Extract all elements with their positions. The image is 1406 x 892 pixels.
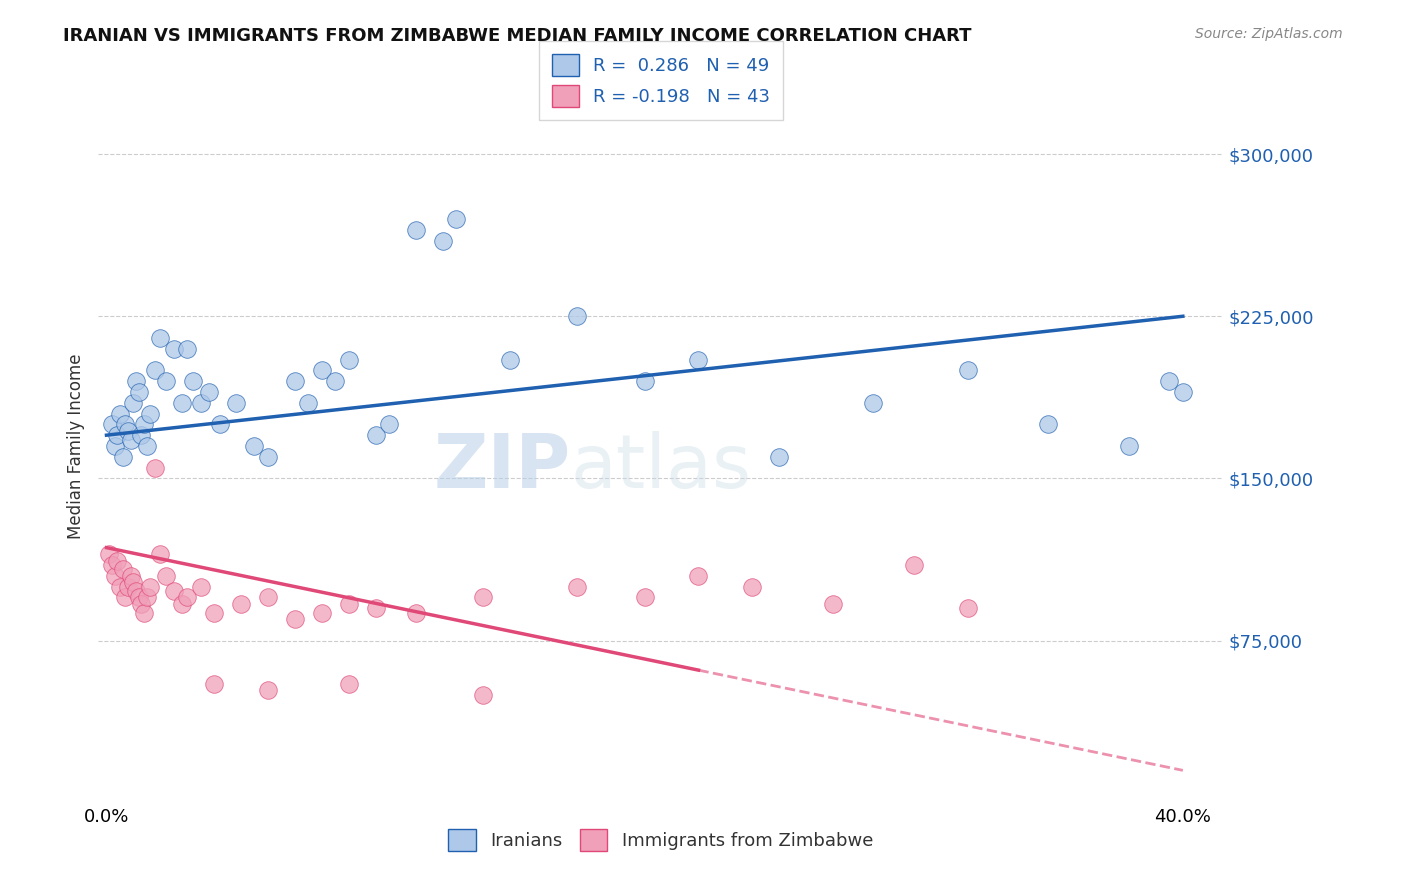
- Point: [101, 558, 124, 572]
- Point: [114, 417, 136, 432]
- Point: [567, 310, 589, 324]
- Point: [741, 580, 763, 594]
- Point: [567, 580, 589, 594]
- Point: [134, 606, 156, 620]
- Point: [337, 352, 360, 367]
- Point: [257, 683, 280, 698]
- Point: [122, 396, 145, 410]
- Point: [128, 384, 150, 399]
- Point: [135, 439, 157, 453]
- Point: [134, 417, 156, 432]
- Point: [125, 583, 148, 598]
- Point: [170, 396, 193, 410]
- Point: [155, 374, 177, 388]
- Legend: Iranians, Immigrants from Zimbabwe: Iranians, Immigrants from Zimbabwe: [441, 822, 880, 858]
- Point: [405, 606, 427, 620]
- Point: [131, 597, 153, 611]
- Point: [128, 591, 150, 605]
- Point: [202, 606, 225, 620]
- Point: [170, 597, 193, 611]
- Point: [98, 547, 121, 561]
- Point: [176, 591, 198, 605]
- Point: [117, 580, 139, 594]
- Text: ZIP: ZIP: [433, 431, 571, 504]
- Point: [405, 223, 427, 237]
- Point: [108, 580, 131, 594]
- Y-axis label: Median Family Income: Median Family Income: [66, 353, 84, 539]
- Point: [138, 580, 160, 594]
- Point: [956, 601, 979, 615]
- Point: [181, 374, 204, 388]
- Point: [101, 417, 124, 432]
- Point: [297, 396, 319, 410]
- Point: [688, 352, 710, 367]
- Point: [143, 460, 166, 475]
- Point: [337, 677, 360, 691]
- Point: [125, 374, 148, 388]
- Point: [311, 606, 333, 620]
- Point: [337, 597, 360, 611]
- Point: [862, 396, 884, 410]
- Point: [111, 450, 134, 464]
- Point: [155, 568, 177, 582]
- Point: [105, 428, 128, 442]
- Point: [108, 407, 131, 421]
- Text: atlas: atlas: [571, 431, 752, 504]
- Point: [120, 433, 142, 447]
- Point: [208, 417, 231, 432]
- Point: [225, 396, 247, 410]
- Point: [364, 428, 387, 442]
- Point: [120, 568, 142, 582]
- Point: [143, 363, 166, 377]
- Point: [432, 234, 454, 248]
- Point: [190, 396, 212, 410]
- Point: [103, 439, 125, 453]
- Point: [1118, 439, 1140, 453]
- Point: [103, 568, 125, 582]
- Point: [163, 342, 186, 356]
- Point: [364, 601, 387, 615]
- Point: [138, 407, 160, 421]
- Point: [243, 439, 266, 453]
- Point: [446, 211, 468, 226]
- Point: [688, 568, 710, 582]
- Point: [163, 583, 186, 598]
- Point: [956, 363, 979, 377]
- Point: [499, 352, 522, 367]
- Point: [135, 591, 157, 605]
- Point: [105, 553, 128, 567]
- Point: [323, 374, 346, 388]
- Point: [472, 591, 495, 605]
- Point: [378, 417, 401, 432]
- Point: [768, 450, 790, 464]
- Point: [111, 562, 134, 576]
- Point: [202, 677, 225, 691]
- Point: [229, 597, 252, 611]
- Point: [1038, 417, 1060, 432]
- Text: IRANIAN VS IMMIGRANTS FROM ZIMBABWE MEDIAN FAMILY INCOME CORRELATION CHART: IRANIAN VS IMMIGRANTS FROM ZIMBABWE MEDI…: [63, 27, 972, 45]
- Point: [197, 384, 219, 399]
- Point: [284, 612, 307, 626]
- Point: [190, 580, 212, 594]
- Point: [284, 374, 307, 388]
- Text: Source: ZipAtlas.com: Source: ZipAtlas.com: [1195, 27, 1343, 41]
- Point: [472, 688, 495, 702]
- Point: [117, 424, 139, 438]
- Point: [149, 547, 172, 561]
- Point: [821, 597, 844, 611]
- Point: [114, 591, 136, 605]
- Point: [176, 342, 198, 356]
- Point: [257, 591, 280, 605]
- Point: [634, 591, 657, 605]
- Point: [122, 575, 145, 590]
- Point: [634, 374, 657, 388]
- Point: [311, 363, 333, 377]
- Point: [1171, 384, 1194, 399]
- Point: [903, 558, 925, 572]
- Point: [149, 331, 172, 345]
- Point: [257, 450, 280, 464]
- Point: [1159, 374, 1181, 388]
- Point: [131, 428, 153, 442]
